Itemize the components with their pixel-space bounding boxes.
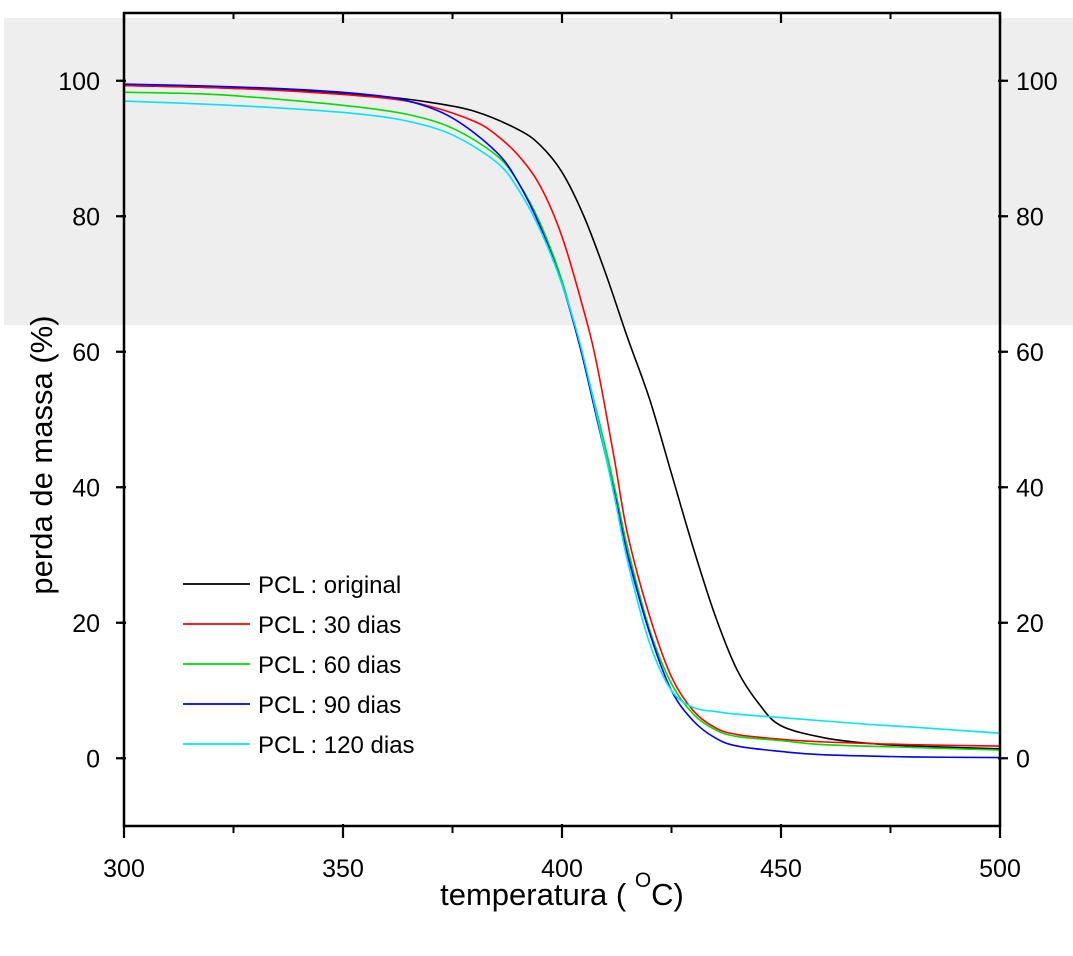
y-left-tick-label: 40: [72, 474, 100, 502]
x-tick-label: 300: [103, 855, 145, 883]
legend-label-3: PCL : 60 dias: [258, 652, 401, 679]
y-right-tick-label: 80: [1016, 203, 1044, 231]
y-left-tick-label: 100: [58, 68, 100, 96]
series-line-5: [123, 100, 1001, 734]
legend-label-2: PCL : 30 dias: [258, 612, 401, 639]
y-right-tick-label: 0: [1016, 745, 1030, 773]
highlight-band: [4, 18, 1073, 325]
y-left-tick-label: 0: [86, 745, 100, 773]
legend: PCL : original PCL : 30 dias PCL : 60 dias…: [183, 572, 415, 759]
y-right-tick-label: 40: [1016, 474, 1044, 502]
y-right-tick-label: 60: [1016, 339, 1044, 367]
series-layer: [123, 83, 1001, 759]
x-tick-label: 400: [541, 855, 583, 883]
y-left-tick-label: 60: [72, 339, 100, 367]
legend-label-5: PCL : 120 dias: [258, 732, 415, 759]
x-tick-label: 350: [322, 855, 364, 883]
x-tick-label: 500: [979, 855, 1021, 883]
legend-label-1: PCL : original: [258, 572, 401, 599]
y-left-tick-label: 20: [72, 610, 100, 638]
y-axis-title: perda de massa (%): [24, 315, 59, 594]
y-left-tick-label: 80: [72, 203, 100, 231]
legend-label-4: PCL : 90 dias: [258, 692, 401, 719]
y-right-tick-label: 100: [1016, 68, 1058, 96]
y-right-tick-label: 20: [1016, 610, 1044, 638]
x-axis-title: temperatura ( OC): [440, 869, 684, 912]
tick-layer: 300 350 400 450 500 0 0 20 20 40 40 60 60 80 80 100 100: [58, 13, 1058, 883]
x-tick-label: 450: [760, 855, 802, 883]
